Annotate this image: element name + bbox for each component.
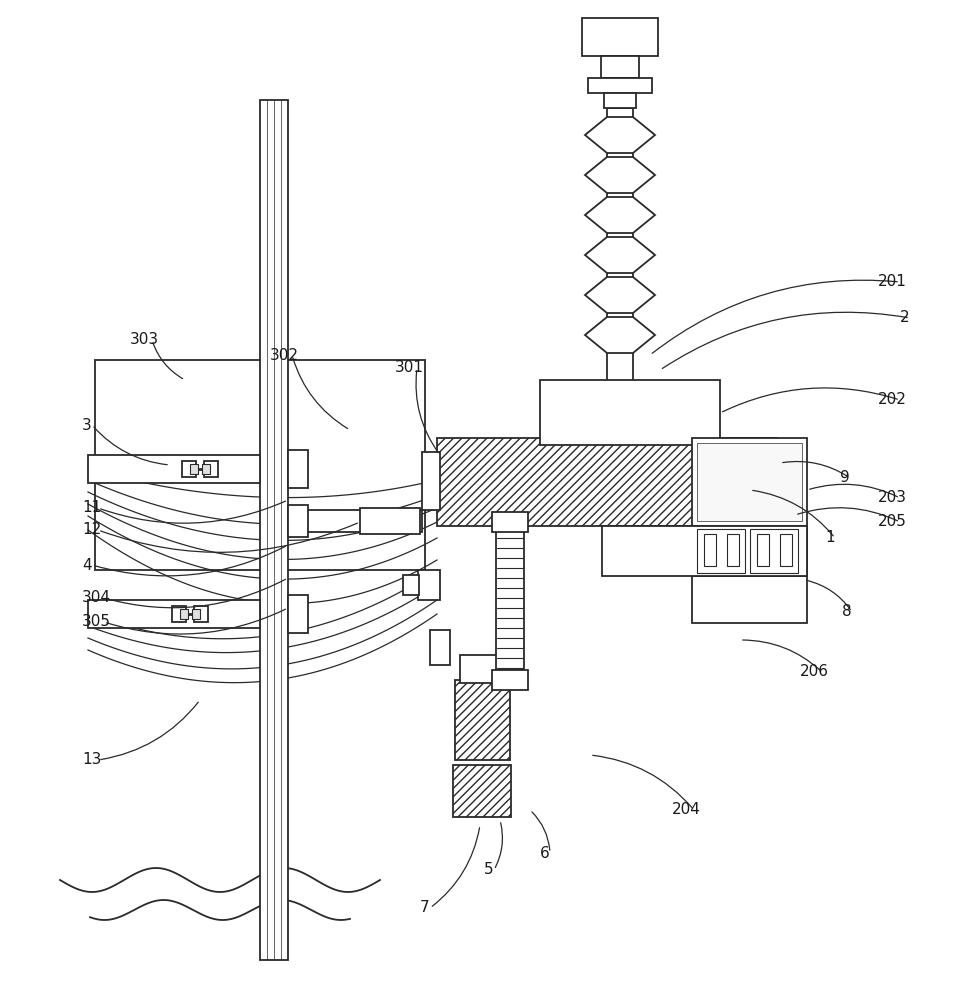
- FancyArrowPatch shape: [107, 579, 285, 608]
- Text: 12: 12: [82, 522, 101, 538]
- Text: 302: 302: [270, 348, 299, 362]
- FancyArrowPatch shape: [807, 581, 850, 610]
- Bar: [691, 526, 806, 576]
- Bar: [491, 512, 528, 532]
- Bar: [587, 78, 652, 93]
- Bar: [192, 609, 200, 619]
- Text: 9: 9: [839, 471, 849, 486]
- Bar: [606, 108, 632, 385]
- Polygon shape: [584, 237, 654, 273]
- Bar: [259, 100, 287, 960]
- Bar: [87, 455, 259, 483]
- Bar: [182, 461, 196, 477]
- Bar: [691, 438, 806, 623]
- Text: 301: 301: [395, 360, 424, 375]
- Bar: [496, 530, 524, 670]
- Text: 2: 2: [899, 310, 909, 326]
- Text: 201: 201: [877, 274, 906, 290]
- Bar: [403, 575, 419, 595]
- FancyArrowPatch shape: [94, 427, 167, 465]
- FancyArrowPatch shape: [101, 702, 198, 760]
- Text: 303: 303: [130, 332, 159, 348]
- FancyArrowPatch shape: [752, 490, 832, 536]
- Bar: [359, 508, 420, 534]
- Bar: [453, 765, 510, 817]
- Text: 5: 5: [483, 862, 493, 878]
- Text: 4: 4: [82, 558, 91, 572]
- Bar: [194, 606, 208, 622]
- FancyArrowPatch shape: [742, 640, 819, 670]
- FancyArrowPatch shape: [782, 461, 847, 476]
- FancyArrowPatch shape: [415, 371, 438, 453]
- FancyArrowPatch shape: [652, 280, 897, 353]
- Text: 6: 6: [539, 846, 549, 860]
- Bar: [430, 630, 450, 665]
- FancyArrowPatch shape: [809, 484, 897, 497]
- Text: 203: 203: [877, 490, 906, 506]
- Bar: [697, 529, 744, 573]
- Text: 13: 13: [82, 752, 101, 768]
- FancyArrowPatch shape: [661, 312, 906, 368]
- Bar: [190, 464, 198, 474]
- Polygon shape: [584, 277, 654, 313]
- Bar: [87, 600, 259, 628]
- Text: 304: 304: [82, 590, 111, 605]
- Text: 8: 8: [841, 604, 850, 619]
- Polygon shape: [584, 197, 654, 233]
- Bar: [455, 680, 509, 760]
- Bar: [602, 526, 806, 576]
- Bar: [202, 464, 209, 474]
- Bar: [601, 56, 638, 78]
- Bar: [287, 510, 422, 532]
- Text: 202: 202: [877, 392, 906, 408]
- FancyArrowPatch shape: [722, 388, 897, 412]
- Polygon shape: [584, 157, 654, 193]
- FancyArrowPatch shape: [101, 523, 357, 552]
- FancyArrowPatch shape: [94, 546, 285, 576]
- Bar: [539, 380, 719, 445]
- FancyArrowPatch shape: [292, 358, 347, 429]
- Bar: [287, 505, 308, 537]
- Text: 7: 7: [420, 900, 430, 916]
- FancyArrowPatch shape: [531, 812, 550, 850]
- Polygon shape: [584, 117, 654, 153]
- Bar: [180, 609, 187, 619]
- Text: 204: 204: [672, 802, 701, 818]
- Bar: [287, 450, 308, 488]
- FancyArrowPatch shape: [153, 343, 183, 379]
- Bar: [436, 438, 776, 526]
- Bar: [459, 655, 505, 683]
- Polygon shape: [584, 317, 654, 353]
- Bar: [779, 534, 791, 566]
- FancyArrowPatch shape: [797, 508, 897, 521]
- Bar: [581, 18, 657, 56]
- Text: 206: 206: [800, 664, 828, 680]
- Text: 305: 305: [82, 614, 111, 630]
- Bar: [756, 534, 768, 566]
- Bar: [204, 461, 218, 477]
- Bar: [727, 534, 738, 566]
- FancyArrowPatch shape: [107, 609, 285, 634]
- Text: 205: 205: [877, 514, 906, 530]
- Bar: [491, 670, 528, 690]
- Bar: [703, 534, 715, 566]
- Bar: [95, 360, 425, 570]
- Bar: [422, 452, 439, 510]
- Text: 1: 1: [825, 530, 834, 546]
- FancyArrowPatch shape: [495, 823, 502, 868]
- Bar: [750, 529, 798, 573]
- FancyArrowPatch shape: [431, 828, 479, 906]
- Bar: [697, 443, 801, 521]
- Text: 3: 3: [82, 418, 91, 432]
- Bar: [418, 570, 439, 600]
- FancyArrowPatch shape: [592, 755, 692, 808]
- Bar: [172, 606, 185, 622]
- Bar: [287, 595, 308, 633]
- Text: 11: 11: [82, 500, 101, 516]
- Bar: [604, 93, 635, 108]
- FancyArrowPatch shape: [101, 501, 285, 523]
